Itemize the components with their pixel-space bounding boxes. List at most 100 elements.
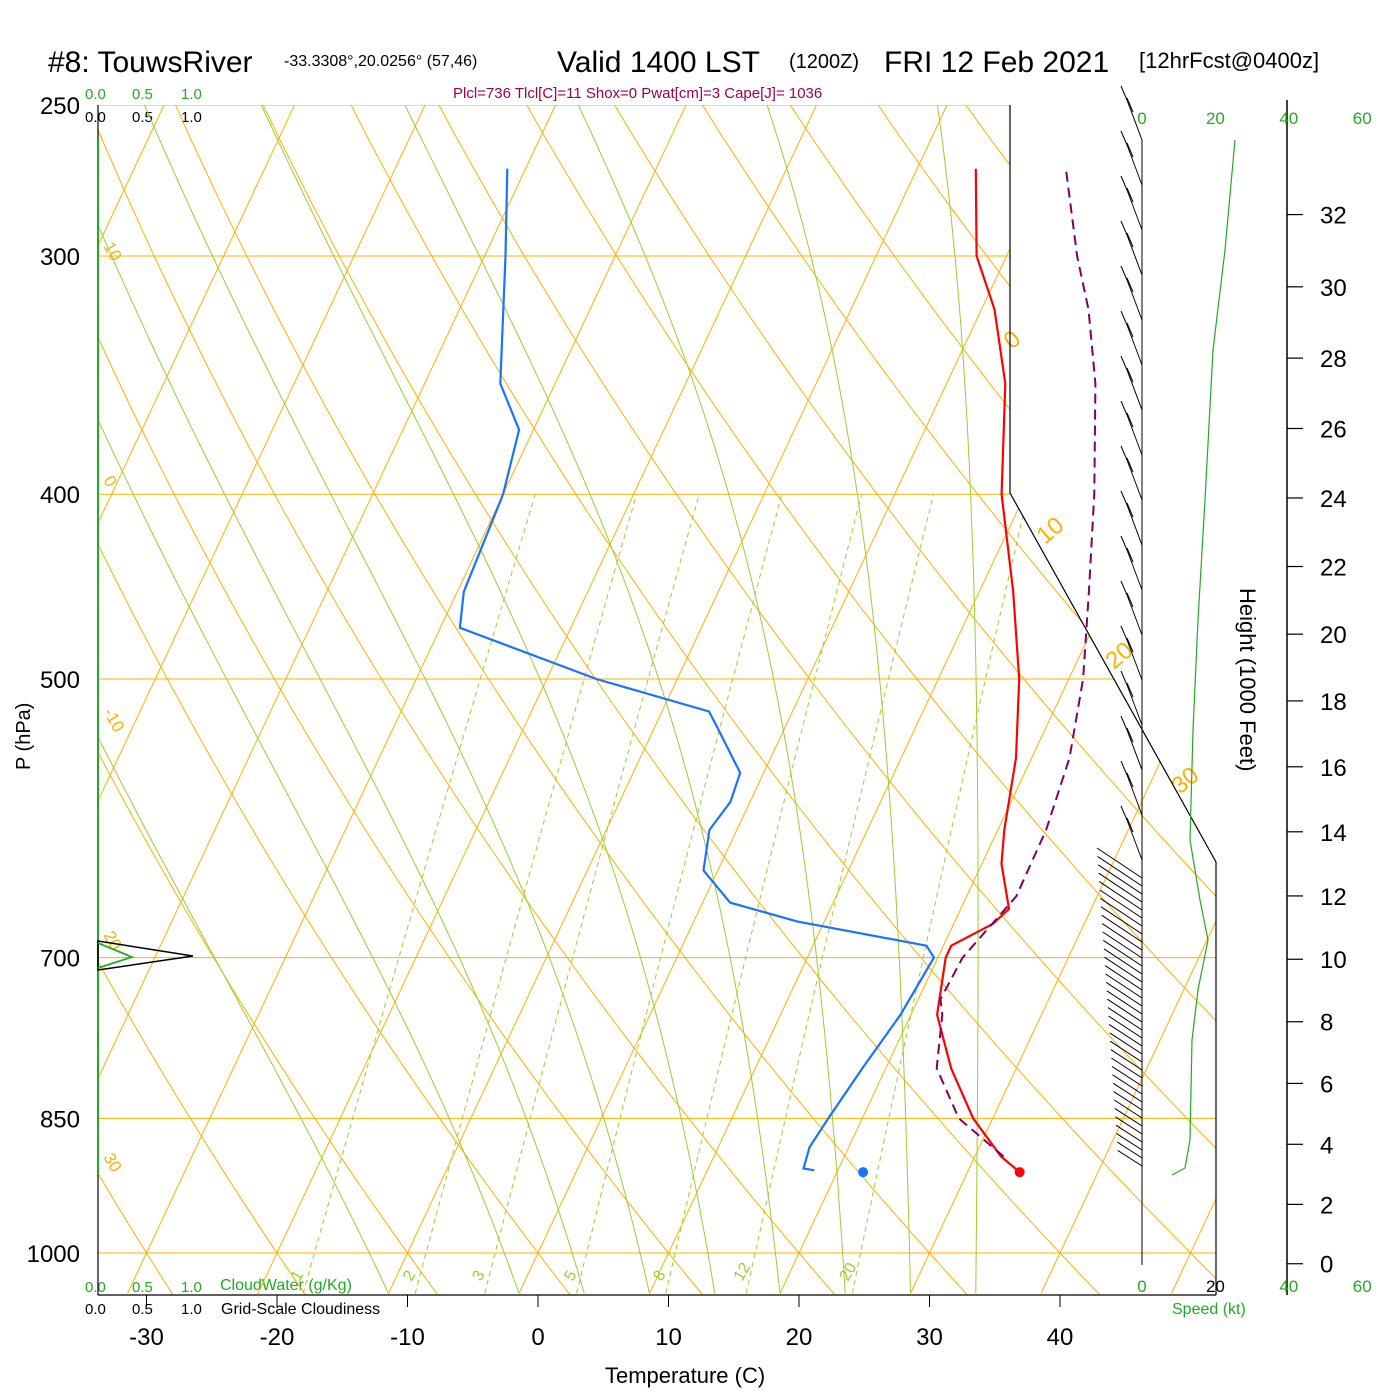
wind-barb-flag bbox=[1126, 502, 1134, 518]
wind-barb-flag bbox=[1120, 625, 1128, 641]
wind-barb-flag bbox=[1120, 760, 1128, 776]
wind-barb-staff bbox=[1126, 144, 1143, 186]
dry-adiabat bbox=[420, 105, 1216, 1295]
station-coords: -33.3308°,20.0256° (57,46) bbox=[284, 53, 477, 70]
temperature-surface-point bbox=[1014, 1167, 1025, 1178]
wind-speed-tick-label: 0 bbox=[1137, 109, 1146, 128]
temperature-tick-label: -20 bbox=[260, 1324, 295, 1351]
temperature-tick-label: 30 bbox=[916, 1324, 943, 1351]
cloudiness-spike bbox=[97, 940, 194, 971]
wind-barb-flag bbox=[1126, 187, 1134, 203]
wind-speed-axis-title: Speed (kt) bbox=[1172, 1301, 1246, 1318]
temperature-tick-label: 10 bbox=[655, 1324, 682, 1351]
moist-adiabat bbox=[98, 105, 585, 1294]
wind-barb-staff bbox=[1126, 729, 1143, 771]
wind-barb-flag bbox=[1126, 817, 1134, 833]
mixing-ratio-line bbox=[302, 494, 536, 1294]
cloud-scale-top: 0.0 0.5 1.0 0.0 0.5 1.0 bbox=[85, 86, 202, 126]
dry-adiabat bbox=[1289, 71, 1400, 1301]
wind-barb-staff bbox=[1126, 819, 1143, 861]
pressure-tick-label: 300 bbox=[40, 244, 80, 271]
height-tick-label: 22 bbox=[1320, 555, 1347, 582]
moist-adiabat bbox=[98, 105, 389, 1294]
dry-adiabat bbox=[680, 105, 1216, 1295]
moist-adiabat bbox=[755, 105, 911, 1294]
height-tick-label: 20 bbox=[1320, 622, 1347, 649]
dry-adiabat bbox=[1201, 105, 1216, 1295]
wind-barb-staff bbox=[1106, 990, 1143, 1015]
wind-barb-staff bbox=[1126, 324, 1143, 366]
temperature-axis-title: Temperature (C) bbox=[605, 1363, 765, 1388]
wind-barb-staff bbox=[1126, 549, 1143, 591]
cloudwater-tick: 1.0 bbox=[181, 1279, 202, 1296]
dry-adiabat bbox=[1027, 105, 1216, 1295]
height-tick-label: 30 bbox=[1320, 275, 1347, 302]
dry-adiabat bbox=[98, 105, 576, 1295]
wind-barb-flag bbox=[1120, 130, 1128, 146]
height-tick-label: 10 bbox=[1320, 947, 1347, 974]
temperature-tick-label: -30 bbox=[129, 1324, 164, 1351]
wind-barb-staff bbox=[1100, 906, 1143, 935]
wind-barb-staff bbox=[1103, 939, 1143, 967]
pressure-tick-label: 500 bbox=[40, 667, 80, 694]
wind-barb-staff bbox=[1126, 234, 1143, 276]
plot-frame bbox=[97, 105, 1217, 1296]
forecast-hour: [12hrFcst@0400z] bbox=[1139, 48, 1319, 73]
pressure-tick-label: 1000 bbox=[27, 1241, 80, 1268]
wind-barb-staff bbox=[1108, 1015, 1143, 1039]
cloudiness-tick: 0.5 bbox=[132, 1301, 153, 1318]
isotherm-label: 0 bbox=[100, 473, 121, 491]
mixing-ratio-line bbox=[576, 494, 783, 1294]
wind-speed-profile bbox=[1171, 139, 1236, 1176]
isotherm-label: 30 bbox=[1167, 762, 1205, 800]
pressure-tick-label: 700 bbox=[40, 946, 80, 973]
isotherm-label: 30 bbox=[100, 1150, 126, 1176]
wind-barb-staff bbox=[1126, 99, 1143, 141]
wind-barb-staff bbox=[1102, 931, 1143, 959]
cloudwater-tick: 0.5 bbox=[132, 1279, 153, 1296]
wind-barb-staff bbox=[1104, 956, 1143, 983]
wind-speed-tick-label: 60 bbox=[1353, 109, 1372, 128]
wind-barb-staff bbox=[1126, 774, 1143, 816]
wind-barb-flag bbox=[1120, 310, 1128, 326]
dry-adiabat bbox=[98, 105, 841, 1295]
wind-barb-flag bbox=[1126, 232, 1134, 248]
mixing-ratio-label: 3 bbox=[469, 1268, 488, 1284]
height-axis-title: Height (1000 Feet) bbox=[1235, 588, 1260, 771]
pressure-tick-label: 250 bbox=[40, 93, 80, 120]
wind-barb-flag bbox=[1120, 400, 1128, 416]
wind-barb-flag bbox=[1120, 265, 1128, 281]
wind-barb-staff bbox=[1104, 965, 1143, 991]
station-title: #8: TouwsRiver bbox=[48, 46, 253, 79]
wind-barb-staff bbox=[1099, 889, 1143, 919]
wind-barb-staff bbox=[1107, 998, 1143, 1023]
isotherm bbox=[98, 105, 572, 1294]
wind-barb-staff bbox=[1097, 864, 1143, 895]
mixing-ratio-line bbox=[851, 494, 1029, 1294]
temperature-tick-label: 40 bbox=[1047, 1324, 1074, 1351]
wind-speed-tick-label: 20 bbox=[1206, 1277, 1225, 1296]
isotherm bbox=[388, 105, 964, 1294]
stability-indices: Plcl=736 Tlcl[C]=11 Shox=0 Pwat[cm]=3 Ca… bbox=[453, 85, 822, 102]
wind-barb-flag bbox=[1120, 580, 1128, 596]
wind-barb-staff bbox=[1126, 369, 1143, 411]
height-tick-label: 14 bbox=[1320, 820, 1347, 847]
wind-barb-flag bbox=[1120, 175, 1128, 191]
pressure-ticks: 250 300 400 500 700 850 1000 bbox=[27, 93, 80, 1268]
mixing-ratio-line bbox=[484, 494, 700, 1294]
wind-barb-staff bbox=[1112, 1082, 1143, 1103]
cloud-water-profile bbox=[97, 940, 194, 971]
wind-barb-staff bbox=[1103, 948, 1143, 975]
dry-adiabat bbox=[98, 105, 311, 1295]
height-tick-label: 12 bbox=[1320, 884, 1347, 911]
wind-barb-flag bbox=[1126, 322, 1134, 338]
wind-barb-staff bbox=[1110, 1049, 1143, 1071]
wind-barb-staff bbox=[1101, 914, 1143, 943]
wind-barb-staff bbox=[1126, 504, 1143, 546]
wind-barb-staff bbox=[1096, 847, 1143, 879]
isotherm-label: -10 bbox=[100, 705, 129, 736]
temperature-ticks: -30 -20 -10 0 10 20 30 40 bbox=[129, 1295, 1073, 1351]
wind-barb-flag bbox=[1126, 772, 1134, 788]
height-tick-label: 4 bbox=[1320, 1132, 1333, 1159]
wind-barb-staff bbox=[1115, 1116, 1143, 1135]
